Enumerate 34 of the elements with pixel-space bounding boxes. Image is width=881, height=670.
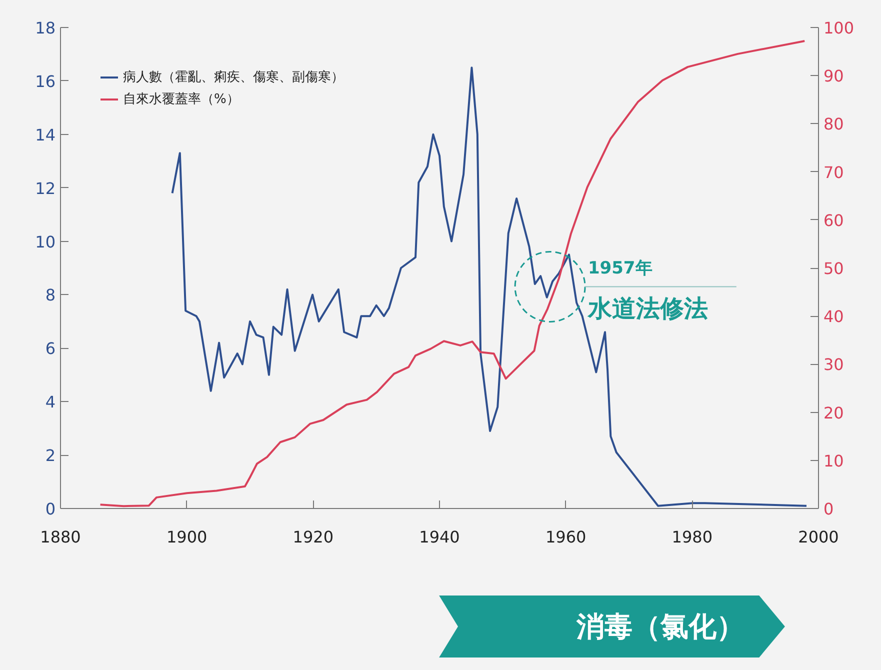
y2-tick-label: 40 — [824, 307, 844, 326]
x-tick-label: 1940 — [419, 528, 460, 546]
y2-tick-label: 70 — [824, 162, 844, 182]
y-tick-label: 4 — [45, 392, 56, 412]
y-tick-label: 0 — [45, 500, 56, 518]
y-tick-label: 18 — [35, 18, 56, 38]
legend-label: 自來水覆蓋率（%） — [123, 91, 240, 108]
x-tick-label: 1960 — [545, 528, 586, 546]
y2-tick-label: 60 — [824, 210, 844, 230]
y-tick-label: 8 — [45, 286, 56, 305]
y-tick-label: 16 — [35, 72, 56, 91]
x-tick-label: 1980 — [672, 528, 713, 546]
annotation: 1957年 — [588, 258, 652, 279]
text: 消毒（氯化） — [576, 611, 745, 642]
x-tick-label: 1880 — [40, 528, 81, 546]
y2-tick-label: 0 — [824, 500, 834, 518]
line-series — [99, 40, 806, 508]
y2-tick-label: 30 — [824, 355, 844, 374]
y2-tick-label: 20 — [824, 403, 844, 422]
y-tick-label: 6 — [45, 339, 56, 358]
y2-tick-label: 100 — [824, 18, 854, 38]
x-tick-label: 1900 — [166, 528, 208, 546]
y2-tick-label: 50 — [824, 259, 844, 278]
y-tick-label: 10 — [35, 232, 56, 252]
y-tick-label: 12 — [35, 178, 56, 198]
y-tick-label: 14 — [35, 125, 56, 144]
y2-tick-label: 80 — [824, 114, 844, 134]
y2-tick-label: 90 — [824, 66, 844, 86]
x-tick-label: 2000 — [798, 528, 839, 546]
annotation: 水道法修法 — [586, 294, 708, 323]
x-tick-label: 1920 — [292, 528, 334, 546]
y2-tick-label: 10 — [824, 451, 844, 470]
legend-label: 病人數（霍亂、痢疾、傷寒、副傷寒） — [123, 69, 344, 86]
y-tick-label: 2 — [45, 446, 56, 466]
